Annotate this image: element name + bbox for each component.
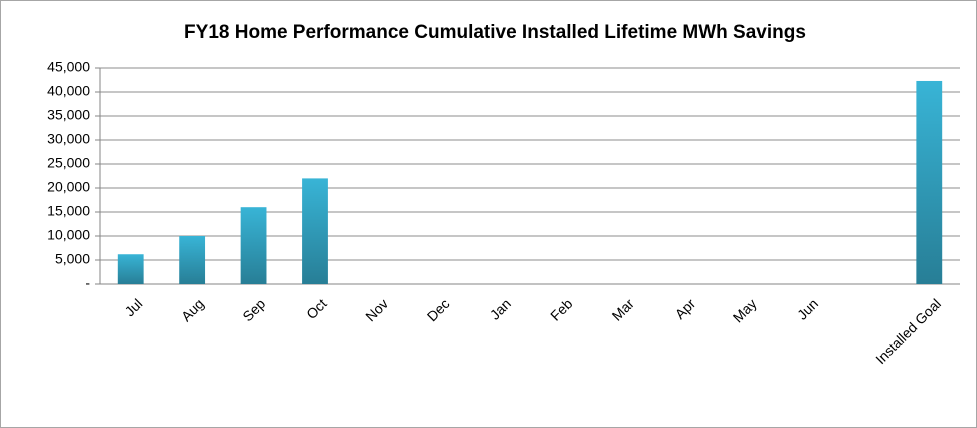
y-tick-label: 25,000 xyxy=(47,155,90,171)
y-tick-label: - xyxy=(85,275,90,291)
bar-shade xyxy=(179,236,206,284)
bar-shade xyxy=(117,254,144,284)
y-tick-label: 35,000 xyxy=(47,107,90,123)
y-tick-label: 30,000 xyxy=(47,131,90,147)
y-tick-label: 45,000 xyxy=(47,59,90,75)
bar-shade xyxy=(916,80,943,285)
y-tick-label: 20,000 xyxy=(47,179,90,195)
y-tick-label: 5,000 xyxy=(55,251,90,267)
y-tick-label: 10,000 xyxy=(47,227,90,243)
y-tick-label: 40,000 xyxy=(47,83,90,99)
chart-title: FY18 Home Performance Cumulative Install… xyxy=(184,22,806,43)
bar-shade xyxy=(240,207,267,284)
y-tick-label: 15,000 xyxy=(47,203,90,219)
bar-shade xyxy=(302,178,328,284)
